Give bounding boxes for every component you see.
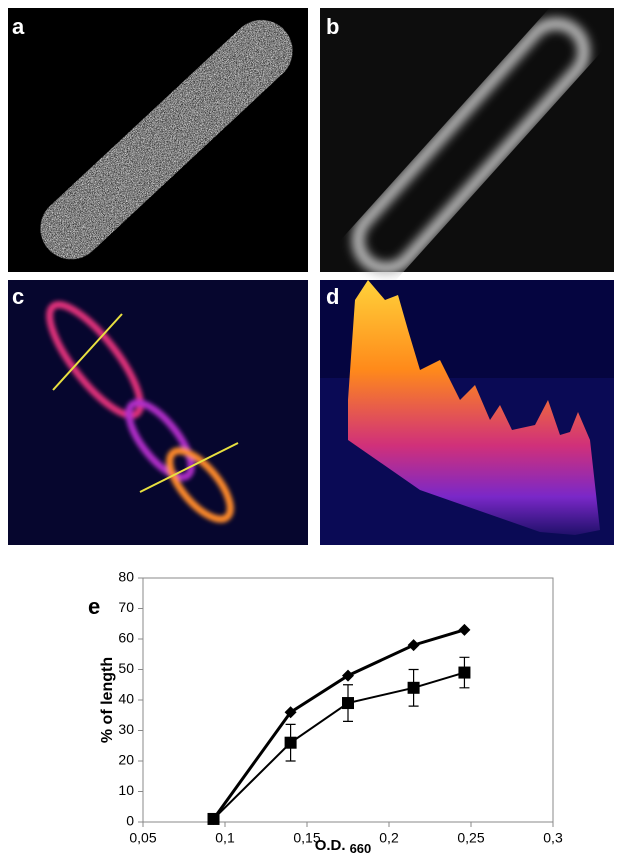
x-tick-label: 0,05 xyxy=(129,830,156,846)
y-tick-label: 50 xyxy=(118,660,134,676)
marker xyxy=(208,813,220,825)
x-tick-label: 0,25 xyxy=(457,830,484,846)
panel-label: b xyxy=(326,14,339,39)
x-axis-label-subscript: 660 xyxy=(350,841,372,856)
y-tick-label: 70 xyxy=(118,599,134,615)
y-tick-label: 30 xyxy=(118,721,134,737)
x-axis-label: O.D.660 xyxy=(315,837,372,856)
panel-b xyxy=(320,8,614,280)
series-line xyxy=(214,630,465,819)
series-line xyxy=(214,673,465,819)
panel-label: a xyxy=(12,14,25,39)
y-tick-label: 60 xyxy=(118,630,134,646)
x-tick-label: 0,3 xyxy=(543,830,563,846)
y-tick-label: 40 xyxy=(118,691,134,707)
panel-label: e xyxy=(88,594,100,619)
panel-c xyxy=(8,280,308,545)
y-tick-label: 80 xyxy=(118,569,134,585)
figure: a b c d e % of length O.D.660 0 10 20 30 40 5… xyxy=(0,0,622,857)
y-axis-label: % of length xyxy=(99,657,116,743)
marker xyxy=(285,737,297,749)
panel-a xyxy=(8,7,308,272)
x-tick-label: 0,2 xyxy=(379,830,399,846)
panel-d xyxy=(320,280,614,545)
panel-label: d xyxy=(326,284,339,309)
marker xyxy=(458,667,470,679)
marker xyxy=(458,624,470,636)
marker xyxy=(408,682,420,694)
y-tick-label: 10 xyxy=(118,782,134,798)
y-tick-label: 0 xyxy=(126,813,134,829)
panel-label: c xyxy=(12,284,24,309)
x-tick-label: 0,15 xyxy=(293,830,320,846)
x-tick-label: 0,1 xyxy=(215,830,235,846)
y-tick-label: 20 xyxy=(118,752,134,768)
marker xyxy=(408,639,420,651)
marker xyxy=(342,697,354,709)
